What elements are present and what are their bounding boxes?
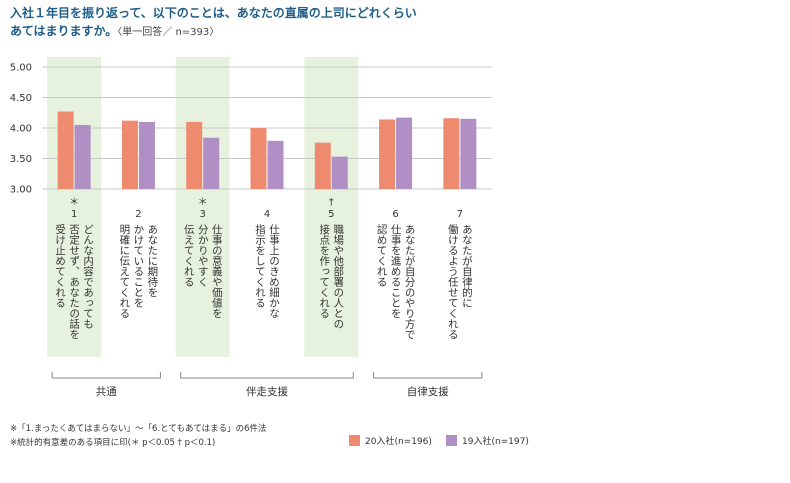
- category-label-line: 仕事を進めることを: [390, 223, 402, 318]
- significance-mark: ＊: [69, 197, 79, 208]
- category-label-line: 分かりやすく: [197, 224, 209, 287]
- category-label-line: 伝えてくれる: [183, 224, 195, 287]
- category-label-line: かけていることを: [132, 224, 144, 308]
- bar-series2-cat2: [138, 121, 155, 189]
- group-label-2: 伴走支援: [246, 385, 288, 398]
- group-bracket-2: [180, 372, 354, 379]
- significance-mark: ＊: [198, 197, 208, 208]
- legend-label-19: 19入社(n=197): [462, 437, 529, 447]
- category-number: 5: [328, 209, 334, 220]
- category-label-line: 指示をしてくれる: [254, 223, 266, 308]
- note-significance: ※統計的有意差のある項目に印(＊ p＜0.05 † p＜0.1): [10, 438, 216, 448]
- category-label-line: 仕事の意義や価値を: [211, 223, 223, 318]
- category-label-line: 認めてくれる: [376, 223, 388, 287]
- legend-swatch-19: [446, 435, 457, 446]
- category-label-line: 職場や他部署の人との: [332, 224, 344, 329]
- title-line-2-text: あてはまりますか。: [10, 24, 118, 38]
- legend-item-19: 19入社(n=197): [446, 434, 529, 447]
- category-label-line: どんな内容であっても: [82, 224, 94, 329]
- category-number: 3: [200, 209, 206, 220]
- y-tick-label: 4.00: [10, 124, 32, 135]
- group-label-1: 共通: [96, 386, 117, 398]
- highlight-panel-3: [175, 57, 230, 357]
- highlight-panel-1: [47, 57, 102, 357]
- chart-title: 入社１年目を振り返って、以下のことは、あなたの直属の上司にどれくらい あてはまり…: [10, 4, 710, 42]
- category-label-line: 仕事上のきめ細かな: [268, 223, 280, 318]
- y-tick-label: 5.00: [10, 63, 32, 74]
- y-tick-label: 3.50: [10, 154, 32, 165]
- bar-series2-cat3: [203, 137, 220, 189]
- category-label-line: 否定せず、あなたの話を: [68, 224, 80, 340]
- bar-series1-cat2: [121, 120, 138, 189]
- category-number: 4: [264, 209, 270, 220]
- category-label-line: 接点を作ってくれる: [318, 223, 330, 318]
- y-tick-label: 3.00: [10, 185, 32, 196]
- y-tick-label: 4.50: [10, 93, 32, 104]
- category-number: 2: [135, 209, 141, 220]
- bar-series1-cat3: [186, 121, 203, 189]
- category-number: 1: [71, 209, 77, 220]
- title-subtitle: 〈単一回答／ n=393〉: [117, 27, 220, 38]
- group-label-3: 自律支援: [407, 385, 449, 398]
- bar-series2-cat4: [267, 140, 284, 189]
- note-scale: ※「1.まったくあてはまらない」〜「6.とてもあてはまる」の6件法: [10, 424, 267, 434]
- bar-series2-cat1: [74, 124, 91, 189]
- bar-series2-cat6: [396, 117, 413, 189]
- bar-series1-cat7: [443, 118, 460, 189]
- category-label-line: 働けるよう任せてくれる: [447, 223, 459, 339]
- category-label-line: あなたが自分のやり方で: [404, 224, 416, 340]
- category-label-line: 受け止めてくれる: [54, 224, 66, 308]
- category-label-line: あなたが自律的に: [461, 224, 473, 308]
- significance-mark: †: [329, 197, 334, 208]
- bar-series1-cat4: [250, 128, 267, 189]
- title-line-2: あてはまりますか。〈単一回答／ n=393〉: [10, 22, 710, 42]
- category-number: 6: [392, 209, 398, 220]
- category-label-line: あなたに期待を: [146, 224, 158, 298]
- legend-label-20: 20入社(n=196): [365, 437, 432, 447]
- legend-item-20: 20入社(n=196): [349, 434, 432, 447]
- title-line-1: 入社１年目を振り返って、以下のことは、あなたの直属の上司にどれくらい: [10, 6, 417, 20]
- category-number: 7: [457, 209, 463, 220]
- legend-swatch-20: [349, 435, 360, 446]
- bar-series2-cat7: [460, 118, 477, 189]
- category-label-line: 明確に伝えてくれる: [118, 224, 130, 319]
- group-bracket-3: [373, 372, 483, 379]
- group-bracket-1: [51, 372, 161, 379]
- highlight-panel-5: [304, 57, 359, 357]
- bar-series2-cat5: [331, 156, 348, 189]
- bar-series1-cat6: [379, 119, 396, 189]
- bar-series1-cat1: [57, 111, 74, 189]
- bar-series1-cat5: [314, 142, 331, 189]
